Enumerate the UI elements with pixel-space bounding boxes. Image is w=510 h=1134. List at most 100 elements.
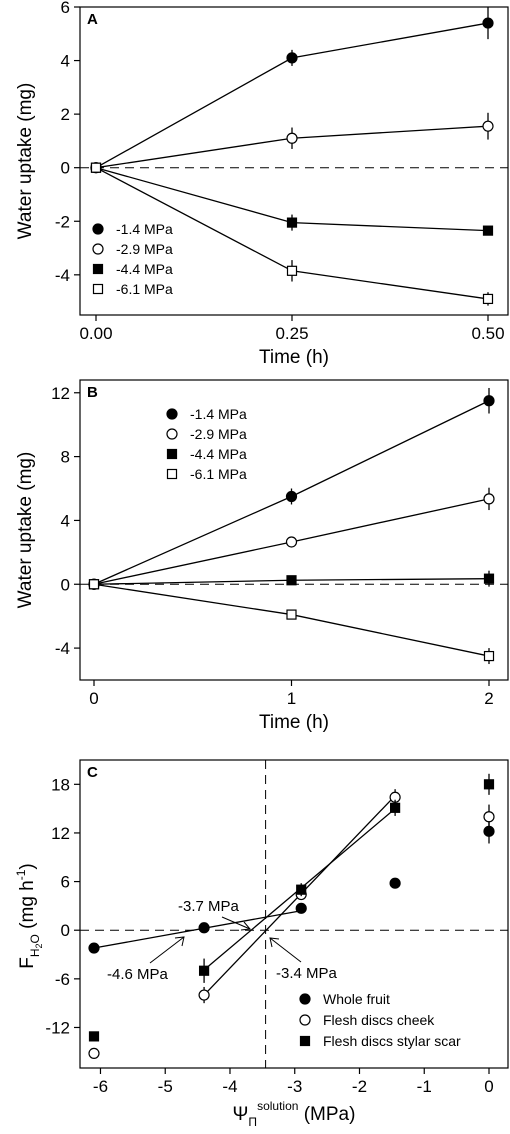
open-circle-marker bbox=[299, 1014, 311, 1026]
legend-label: -4.4 MPa bbox=[190, 446, 247, 462]
x-tick-label: 1 bbox=[287, 689, 296, 708]
filled-circle-marker bbox=[92, 223, 104, 235]
legend-item: -2.9 MPa bbox=[92, 241, 173, 257]
arrowhead-icon bbox=[269, 937, 280, 948]
y-tick-label: 12 bbox=[51, 824, 70, 843]
marker bbox=[90, 162, 102, 173]
marker bbox=[483, 650, 495, 662]
open-circle-marker bbox=[88, 1047, 100, 1060]
filled-square-marker bbox=[299, 1035, 311, 1047]
annotation-minus-4-6: -4.6 MPa bbox=[107, 936, 185, 983]
series bbox=[88, 570, 495, 590]
filled-circle-marker bbox=[166, 408, 178, 420]
panel-c-legend: Whole fruit Flesh discs cheek Flesh disc… bbox=[299, 991, 461, 1049]
x-tick-label: 0.50 bbox=[471, 324, 504, 343]
filled-square-marker bbox=[296, 884, 307, 895]
marker bbox=[92, 223, 104, 235]
panel-c-x-axis: -6 -5 -4 -3 -2 -1 0 bbox=[93, 1068, 494, 1096]
marker bbox=[482, 17, 494, 29]
marker bbox=[483, 493, 495, 505]
marker bbox=[92, 243, 104, 255]
panel-b-series bbox=[88, 387, 495, 665]
marker bbox=[88, 579, 100, 590]
legend-item: Whole fruit bbox=[299, 991, 390, 1007]
annotation-minus-3-7: -3.7 MPa bbox=[178, 898, 251, 931]
panel-c-x-label: ΨΠsolution (MPa) bbox=[233, 1099, 356, 1129]
marker bbox=[390, 802, 401, 813]
legend-item: -1.4 MPa bbox=[92, 221, 173, 237]
x-tick-label: 0.25 bbox=[275, 324, 308, 343]
y-tick-label: 4 bbox=[61, 511, 70, 530]
open-square-marker bbox=[482, 293, 494, 305]
panel-b-legend: -1.4 MPa -2.9 MPa -4.4 MPa -6.1 MPa bbox=[166, 406, 247, 482]
panel-c-frame bbox=[79, 759, 509, 1069]
legend-label: Whole fruit bbox=[323, 991, 390, 1007]
panel-c-series bbox=[88, 773, 495, 1060]
open-square-marker bbox=[286, 265, 298, 276]
annotation-arrow bbox=[221, 916, 251, 930]
legend-item: -2.9 MPa bbox=[166, 426, 247, 442]
marker bbox=[88, 1031, 100, 1042]
marker bbox=[285, 536, 298, 548]
open-square-marker bbox=[92, 283, 104, 295]
y-tick-label: -2 bbox=[55, 212, 70, 231]
marker bbox=[166, 408, 178, 420]
filled-circle-marker bbox=[482, 17, 494, 29]
x-tick-label: 0 bbox=[89, 689, 98, 708]
y-label-sub2: 2 bbox=[34, 943, 44, 948]
marker bbox=[299, 993, 311, 1005]
open-square-marker bbox=[88, 579, 100, 590]
marker bbox=[483, 573, 495, 584]
filled-square-marker bbox=[88, 1031, 100, 1042]
filled-square-marker bbox=[286, 217, 298, 228]
filled-circle-marker bbox=[389, 877, 401, 889]
y-tick-label: -12 bbox=[45, 1018, 70, 1037]
series bbox=[88, 789, 495, 1060]
legend-label: -1.4 MPa bbox=[116, 221, 173, 237]
marker bbox=[482, 225, 494, 236]
marker bbox=[286, 575, 297, 586]
y-tick-label: 8 bbox=[61, 448, 70, 467]
marker bbox=[166, 468, 178, 480]
series-line bbox=[93, 583, 490, 657]
marker bbox=[286, 52, 298, 64]
legend-item: -6.1 MPa bbox=[166, 466, 247, 482]
annotation-arrow bbox=[269, 937, 302, 963]
filled-square-marker bbox=[483, 779, 495, 790]
marker bbox=[198, 965, 210, 976]
marker bbox=[483, 395, 495, 407]
legend-label: -2.9 MPa bbox=[190, 426, 247, 442]
filled-square-marker bbox=[390, 802, 401, 813]
panel-a-legend: -1.4 MPa -2.9 MPa -4.4 MPa -6.1 MPa bbox=[92, 221, 173, 297]
filled-square-marker bbox=[482, 225, 494, 236]
panel-b-x-label: Time (h) bbox=[259, 712, 329, 733]
x-label-sup: solution bbox=[257, 1099, 298, 1113]
marker bbox=[198, 922, 210, 934]
x-tick-label: -3 bbox=[287, 1077, 302, 1096]
panel-b-y-axis: -4 0 4 8 12 bbox=[51, 384, 80, 658]
marker bbox=[286, 132, 298, 144]
x-tick-label: -2 bbox=[352, 1077, 367, 1096]
panel-a-series bbox=[90, 7, 494, 306]
x-tick-label: -1 bbox=[417, 1077, 432, 1096]
panel-a-y-axis: -4 -2 0 2 4 6 bbox=[55, 0, 80, 285]
marker bbox=[299, 1014, 311, 1026]
arrowhead-icon bbox=[174, 936, 185, 947]
marker bbox=[166, 428, 178, 440]
panel-c-y-axis: -12 -6 0 6 12 18 bbox=[45, 775, 80, 1037]
open-circle-marker bbox=[285, 536, 298, 548]
series bbox=[88, 773, 495, 1042]
open-square-marker bbox=[90, 162, 102, 173]
panel-a-x-axis: 0.00 0.25 0.50 bbox=[79, 315, 505, 343]
panel-b-x-axis: 0 1 2 bbox=[89, 680, 494, 708]
y-tick-label: 0 bbox=[61, 575, 70, 594]
y-tick-label: -6 bbox=[55, 970, 70, 989]
open-square-marker bbox=[483, 650, 495, 662]
filled-square-marker bbox=[92, 263, 104, 275]
marker bbox=[389, 877, 401, 889]
marker bbox=[92, 283, 104, 295]
open-circle-marker bbox=[198, 989, 210, 1001]
panel-a-y-label: Water uptake (mg) bbox=[15, 83, 36, 240]
panel-b-frame bbox=[79, 379, 509, 681]
legend-label: Flesh discs stylar scar bbox=[323, 1033, 461, 1049]
